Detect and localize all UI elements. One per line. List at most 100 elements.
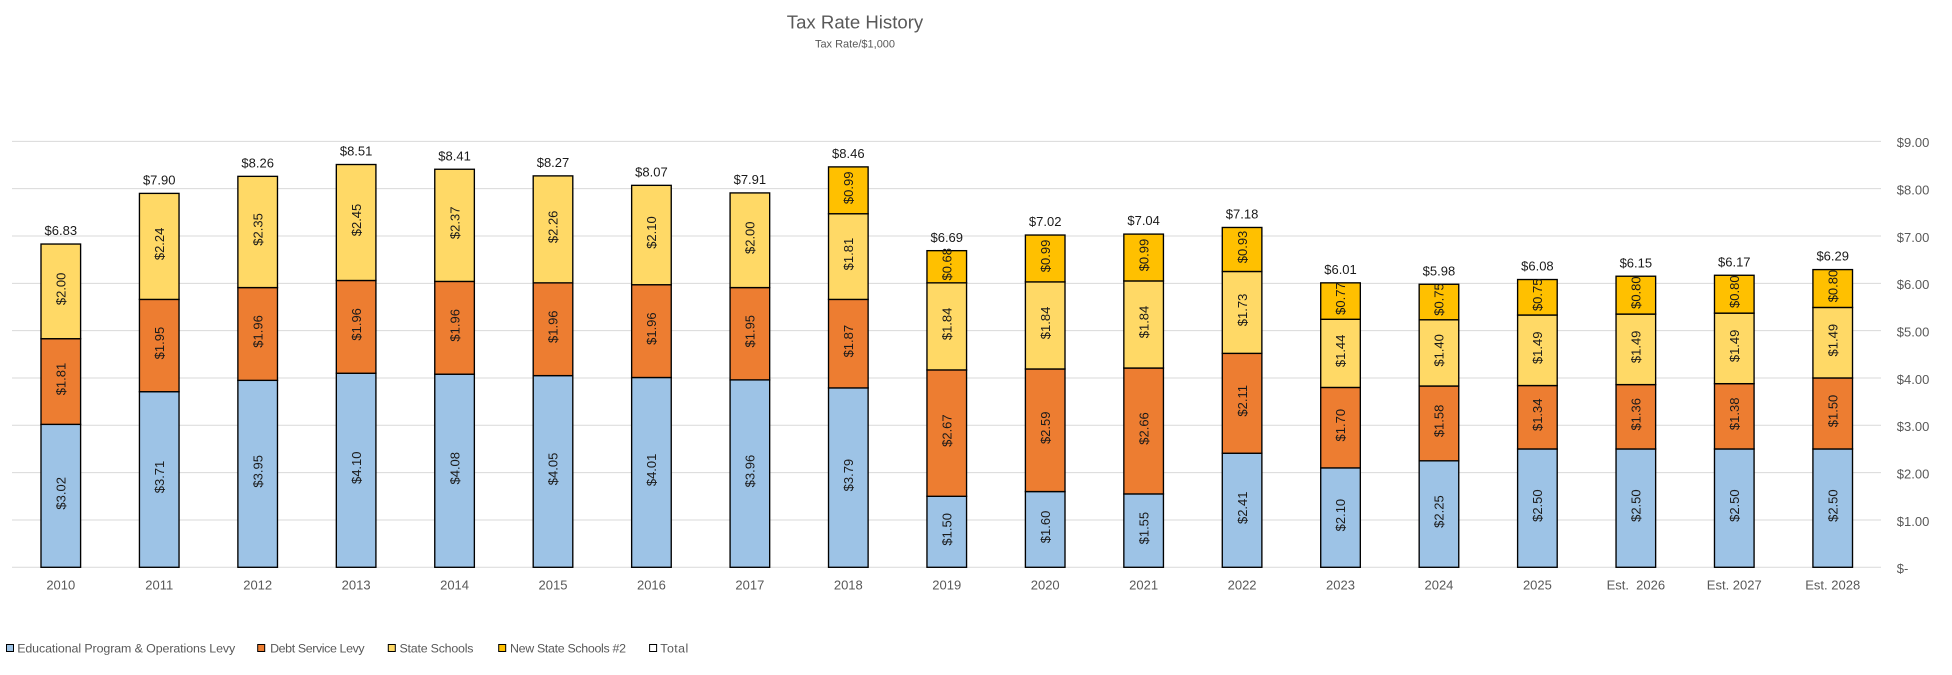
svg-text:Total: Total — [660, 641, 688, 655]
svg-text:$0.99: $0.99 — [841, 172, 856, 205]
svg-text:2020: 2020 — [1031, 578, 1060, 593]
svg-text:2025: 2025 — [1523, 578, 1552, 593]
svg-text:$1.70: $1.70 — [1333, 409, 1348, 442]
svg-text:$1.96: $1.96 — [644, 312, 659, 345]
svg-text:$2.50: $2.50 — [1825, 489, 1840, 522]
svg-text:State Schools: State Schools — [400, 641, 474, 655]
svg-text:$1.73: $1.73 — [1235, 294, 1250, 327]
svg-text:$1.40: $1.40 — [1432, 334, 1447, 367]
svg-text:$4.10: $4.10 — [349, 451, 364, 484]
svg-text:$1.84: $1.84 — [1038, 307, 1053, 340]
svg-text:$-: $- — [1897, 561, 1909, 576]
svg-text:$0.99: $0.99 — [1136, 239, 1151, 272]
svg-text:$0.75: $0.75 — [1432, 283, 1447, 316]
svg-text:$1.00: $1.00 — [1897, 514, 1930, 529]
svg-text:$2.50: $2.50 — [1727, 489, 1742, 522]
svg-text:$7.00: $7.00 — [1897, 230, 1930, 245]
svg-text:$9.00: $9.00 — [1897, 135, 1930, 150]
svg-text:$2.50: $2.50 — [1629, 489, 1644, 522]
svg-text:$7.91: $7.91 — [734, 172, 767, 187]
svg-text:2021: 2021 — [1129, 578, 1158, 593]
svg-text:$8.46: $8.46 — [832, 146, 865, 161]
svg-text:$3.02: $3.02 — [54, 477, 69, 510]
svg-text:$3.00: $3.00 — [1897, 419, 1930, 434]
svg-text:$1.96: $1.96 — [250, 315, 265, 348]
svg-text:2012: 2012 — [243, 578, 272, 593]
svg-text:$2.25: $2.25 — [1432, 495, 1447, 528]
svg-text:$1.81: $1.81 — [841, 238, 856, 271]
svg-text:$3.79: $3.79 — [841, 459, 856, 492]
svg-text:$1.87: $1.87 — [841, 325, 856, 358]
svg-text:$1.34: $1.34 — [1530, 398, 1545, 431]
svg-text:$1.95: $1.95 — [152, 327, 167, 360]
svg-text:$2.11: $2.11 — [1235, 385, 1250, 417]
svg-text:Est. 2028: Est. 2028 — [1805, 578, 1860, 593]
svg-text:2013: 2013 — [342, 578, 371, 593]
svg-text:$2.41: $2.41 — [1235, 491, 1250, 524]
svg-text:$0.80: $0.80 — [1629, 276, 1644, 309]
svg-text:2014: 2014 — [440, 578, 469, 593]
svg-text:$1.38: $1.38 — [1727, 398, 1742, 431]
svg-text:$5.00: $5.00 — [1897, 325, 1930, 340]
svg-text:$1.60: $1.60 — [1038, 511, 1053, 544]
svg-text:$6.15: $6.15 — [1620, 255, 1653, 270]
svg-text:$8.07: $8.07 — [635, 164, 668, 179]
svg-text:Educational Program & Operatio: Educational Program & Operations Levy — [17, 641, 236, 655]
svg-text:$1.36: $1.36 — [1629, 398, 1644, 431]
svg-text:$1.50: $1.50 — [1825, 395, 1840, 428]
svg-text:$6.29: $6.29 — [1816, 249, 1849, 264]
svg-text:$6.69: $6.69 — [930, 230, 963, 245]
svg-text:$6.01: $6.01 — [1324, 262, 1357, 277]
svg-text:$8.27: $8.27 — [537, 155, 570, 170]
svg-text:$2.59: $2.59 — [1038, 412, 1053, 445]
svg-text:New State Schools #2: New State Schools #2 — [510, 641, 626, 655]
svg-text:$2.50: $2.50 — [1530, 489, 1545, 522]
svg-text:$1.49: $1.49 — [1629, 331, 1644, 364]
svg-text:$6.08: $6.08 — [1521, 259, 1554, 274]
svg-text:$2.67: $2.67 — [939, 414, 954, 447]
svg-text:$7.18: $7.18 — [1226, 207, 1259, 222]
svg-text:$8.41: $8.41 — [438, 148, 471, 163]
svg-text:$1.84: $1.84 — [1136, 306, 1151, 339]
svg-text:$0.80: $0.80 — [1825, 270, 1840, 303]
svg-text:Tax Rate/$1,000: Tax Rate/$1,000 — [815, 38, 895, 50]
svg-text:2010: 2010 — [46, 578, 75, 593]
svg-text:$1.96: $1.96 — [349, 308, 364, 341]
svg-text:$1.49: $1.49 — [1825, 324, 1840, 357]
svg-text:$1.49: $1.49 — [1530, 332, 1545, 365]
svg-text:$1.49: $1.49 — [1727, 330, 1742, 363]
svg-text:2019: 2019 — [932, 578, 961, 593]
svg-text:Est. 2027: Est. 2027 — [1707, 578, 1762, 593]
svg-text:$4.05: $4.05 — [546, 453, 561, 486]
svg-text:$2.10: $2.10 — [1333, 499, 1348, 532]
svg-text:$3.71: $3.71 — [152, 461, 167, 494]
svg-text:$1.81: $1.81 — [54, 363, 69, 396]
svg-text:$1.96: $1.96 — [447, 309, 462, 342]
svg-text:$2.45: $2.45 — [349, 204, 364, 237]
svg-text:$2.66: $2.66 — [1136, 412, 1151, 445]
svg-text:2017: 2017 — [735, 578, 764, 593]
svg-text:2024: 2024 — [1424, 578, 1453, 593]
svg-text:$1.95: $1.95 — [743, 315, 758, 348]
svg-text:Est. 2026: Est. 2026 — [1607, 578, 1666, 593]
svg-text:$1.96: $1.96 — [546, 310, 561, 343]
svg-text:$7.90: $7.90 — [143, 172, 176, 187]
svg-text:$1.55: $1.55 — [1136, 512, 1151, 545]
svg-text:$6.83: $6.83 — [45, 223, 78, 238]
svg-text:2022: 2022 — [1228, 578, 1257, 593]
svg-text:$7.04: $7.04 — [1127, 213, 1160, 228]
svg-text:$6.17: $6.17 — [1718, 254, 1751, 269]
svg-text:$1.50: $1.50 — [939, 513, 954, 546]
svg-text:$0.80: $0.80 — [1727, 275, 1742, 308]
svg-text:$0.77: $0.77 — [1333, 282, 1348, 315]
svg-text:$2.24: $2.24 — [152, 228, 167, 261]
svg-text:$6.00: $6.00 — [1897, 277, 1930, 292]
svg-text:$3.95: $3.95 — [250, 455, 265, 488]
svg-text:2023: 2023 — [1326, 578, 1355, 593]
svg-text:$5.98: $5.98 — [1423, 263, 1456, 278]
svg-text:$2.10: $2.10 — [644, 216, 659, 249]
svg-text:2015: 2015 — [539, 578, 568, 593]
svg-text:2016: 2016 — [637, 578, 666, 593]
svg-text:$3.96: $3.96 — [743, 455, 758, 488]
svg-text:$0.99: $0.99 — [1038, 240, 1053, 273]
